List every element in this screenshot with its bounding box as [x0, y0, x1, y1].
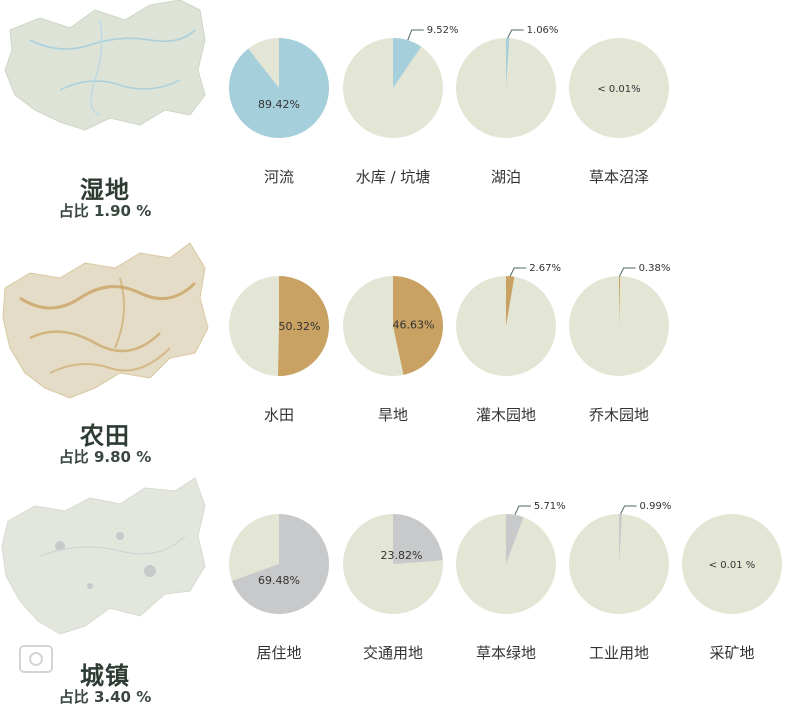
leader-line [407, 29, 424, 41]
pie-slice [619, 276, 621, 326]
pie-value-label: < 0.01 % [709, 560, 756, 571]
pie-group-farmland: 50.32% 水田 46.63% 旱地 2.67% 灌木园地 0.38% 乔木园地 [229, 263, 670, 424]
pie-group-wetland: 89.42% 河流 9.52% 水库 / 坑塘 1.06% 湖泊 < 0.01% 草本沼泽 [229, 25, 669, 186]
pie-value-label: 46.63% [392, 319, 434, 332]
leader-line [514, 505, 531, 516]
pie-value-label: 89.42% [258, 98, 300, 111]
pie-value-label: 1.06% [527, 25, 559, 36]
pie-category-label: 水田 [264, 406, 294, 424]
pie-3: 2.67% 灌木园地 [456, 263, 561, 424]
leader-line [509, 267, 527, 277]
section-title: 湿地 [80, 176, 130, 204]
pie-category-label: 草本绿地 [476, 644, 536, 662]
pie-slice [277, 276, 330, 376]
pie-slice [231, 514, 329, 614]
pie-slice [619, 514, 623, 564]
pie-category-label: 居住地 [256, 644, 301, 662]
pie-category-label: 采矿地 [709, 644, 754, 662]
leader-line [507, 29, 524, 39]
pie-2: 23.82% 交通用地 [343, 514, 443, 662]
pie-slice [393, 514, 443, 564]
pie-1: 89.42% 河流 [229, 38, 330, 186]
pie-value-label: 2.67% [529, 263, 561, 274]
pie-slice [506, 514, 524, 564]
pie-value-label: 9.52% [427, 25, 459, 36]
pie-background [682, 514, 782, 614]
pie-slice [393, 276, 443, 375]
pie-value-label: 50.32% [279, 320, 321, 333]
section-urban: 城镇 占比 3.40 % 69.48% 居住地 23.82% 交通用地 5.71% 草本绿… [0, 476, 800, 714]
pie-group-urban: 69.48% 居住地 23.82% 交通用地 5.71% 草本绿地 0.99% 工业用地 < 0… [229, 501, 782, 662]
pie-category-label: 灌木园地 [476, 406, 536, 424]
pie-3: 5.71% 草本绿地 [456, 501, 566, 662]
section-share: 占比 9.80 % [58, 448, 152, 466]
leader-line [620, 505, 637, 515]
pie-background [569, 38, 669, 138]
wetland-region-map-icon [4, 0, 206, 131]
pie-value-label: 23.82% [381, 549, 423, 562]
pie-category-label: 河流 [264, 168, 294, 186]
pie-slice [506, 276, 515, 326]
section-title: 城镇 [80, 662, 130, 690]
pie-1: 69.48% 居住地 [229, 514, 329, 662]
section-share: 占比 1.90 % [58, 202, 152, 220]
pie-category-label: 湖泊 [491, 168, 521, 186]
pie-1: 50.32% 水田 [229, 276, 330, 424]
pie-4: < 0.01% 草本沼泽 [569, 38, 669, 186]
pie-slice [393, 38, 422, 88]
pie-slice [229, 38, 330, 138]
pie-5: < 0.01 % 采矿地 [682, 514, 782, 662]
farmland-region-map-icon [2, 242, 209, 399]
pie-3: 1.06% 湖泊 [456, 25, 558, 186]
pie-category-label: 交通用地 [363, 644, 423, 662]
pie-value-label: 0.38% [639, 263, 671, 274]
leader-line [619, 267, 636, 277]
section-wetland: 湿地 占比 1.90 % 89.42% 河流 9.52% 水库 / 坑塘 1.06% 湖泊… [0, 0, 800, 238]
section-share: 占比 3.40 % [58, 688, 152, 706]
pie-value-label: < 0.01% [597, 84, 640, 95]
pie-value-label: 69.48% [258, 574, 300, 587]
pie-category-label: 草本沼泽 [589, 168, 649, 186]
pie-category-label: 乔木园地 [589, 406, 649, 424]
watermark-logo-icon [19, 645, 53, 673]
pie-category-label: 旱地 [378, 406, 408, 424]
pie-4: 0.99% 工业用地 [569, 501, 671, 662]
pie-slice [506, 38, 510, 88]
section-farmland: 农田 占比 9.80 % 50.32% 水田 46.63% 旱地 2.67% 灌木园地 0.… [0, 238, 800, 476]
section-title: 农田 [80, 422, 130, 450]
pie-value-label: 0.99% [640, 501, 672, 512]
pie-category-label: 水库 / 坑塘 [356, 168, 431, 186]
pie-2: 9.52% 水库 / 坑塘 [343, 25, 459, 186]
pie-2: 46.63% 旱地 [343, 276, 443, 424]
urban-region-map-icon [1, 477, 206, 635]
pie-4: 0.38% 乔木园地 [569, 263, 670, 424]
pie-category-label: 工业用地 [589, 644, 649, 662]
pie-value-label: 5.71% [534, 501, 566, 512]
